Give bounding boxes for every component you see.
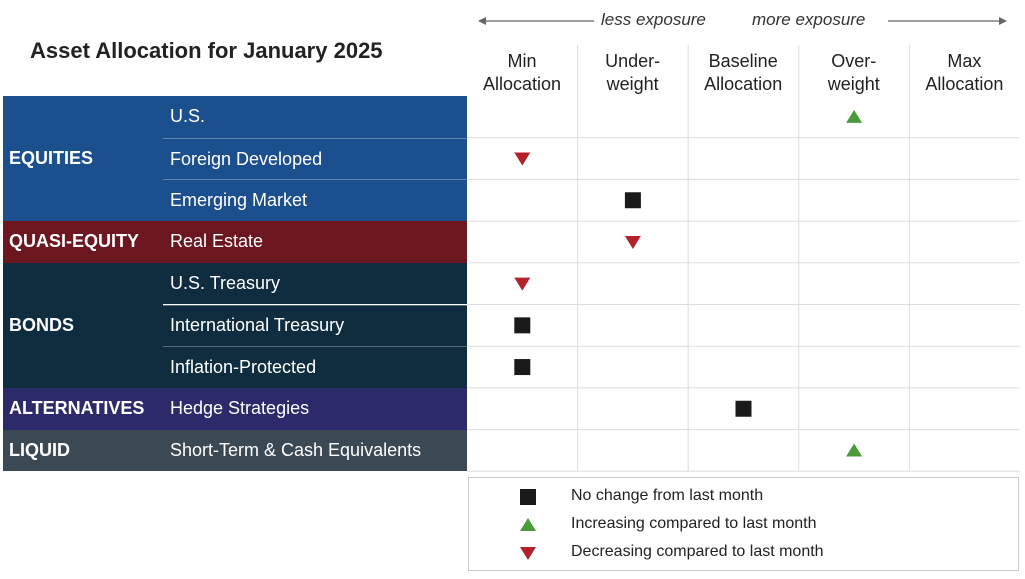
column-header-line: Allocation xyxy=(704,74,783,94)
row-label: Emerging Market xyxy=(163,179,467,222)
column-header: Over-weight xyxy=(799,50,909,96)
column-header: Min Allocation xyxy=(467,50,577,96)
no-change-marker xyxy=(514,317,531,334)
column-header-line: Allocation xyxy=(925,74,1004,94)
group-label: BONDS xyxy=(3,262,163,388)
column-header-line: Over- xyxy=(831,51,877,71)
column-header-line: weight xyxy=(606,74,659,94)
column-header-line: weight xyxy=(827,74,880,94)
group-label: QUASI-EQUITY xyxy=(3,221,163,263)
no-change-marker xyxy=(735,400,752,417)
legend-label: Decreasing compared to last month xyxy=(571,543,824,560)
column-header-line: Allocation xyxy=(482,74,562,94)
legend-label: Increasing compared to last month xyxy=(571,515,817,532)
row-label: Short-Term & Cash Equivalents xyxy=(163,429,467,472)
column-header-line: Under- xyxy=(605,51,661,71)
arrowhead xyxy=(999,17,1007,25)
column-header: Under-weight xyxy=(578,50,688,96)
row-label: Hedge Strategies xyxy=(163,387,467,430)
row-label: International Treasury xyxy=(163,304,467,347)
legend-box xyxy=(468,477,1019,571)
row-label: U.S. Treasury xyxy=(163,262,467,305)
legend-label: No change from last month xyxy=(571,487,764,504)
column-header-line: Min xyxy=(507,51,537,71)
column-header: Max Allocation xyxy=(909,50,1019,96)
row-label: Foreign Developed xyxy=(163,137,467,180)
column-header: Baseline Allocation xyxy=(688,50,798,96)
row-label: U.S. xyxy=(163,96,467,138)
column-header-line: Max xyxy=(947,51,982,71)
decrease-marker xyxy=(624,235,641,249)
no-change-marker xyxy=(514,359,531,376)
decrease-marker xyxy=(514,277,531,291)
less-exposure: less exposure xyxy=(601,10,706,29)
decrease-marker xyxy=(520,547,536,560)
row-label: Inflation-Protected xyxy=(163,346,467,388)
row-label: Real Estate xyxy=(163,221,467,263)
no-change-marker xyxy=(520,489,536,505)
no-change-marker xyxy=(624,192,641,209)
arrowhead xyxy=(478,17,486,25)
increase-marker xyxy=(846,109,863,123)
group-label: LIQUID xyxy=(3,429,163,472)
decrease-marker xyxy=(514,152,531,166)
more-exposure: more exposure xyxy=(752,10,866,29)
title: Asset Allocation for January 2025 xyxy=(30,38,383,63)
group-label: EQUITIES xyxy=(3,96,163,222)
group-label: ALTERNATIVES xyxy=(3,387,163,430)
column-header-line: Baseline xyxy=(708,51,778,71)
increase-marker xyxy=(520,518,536,531)
increase-marker xyxy=(846,443,863,457)
